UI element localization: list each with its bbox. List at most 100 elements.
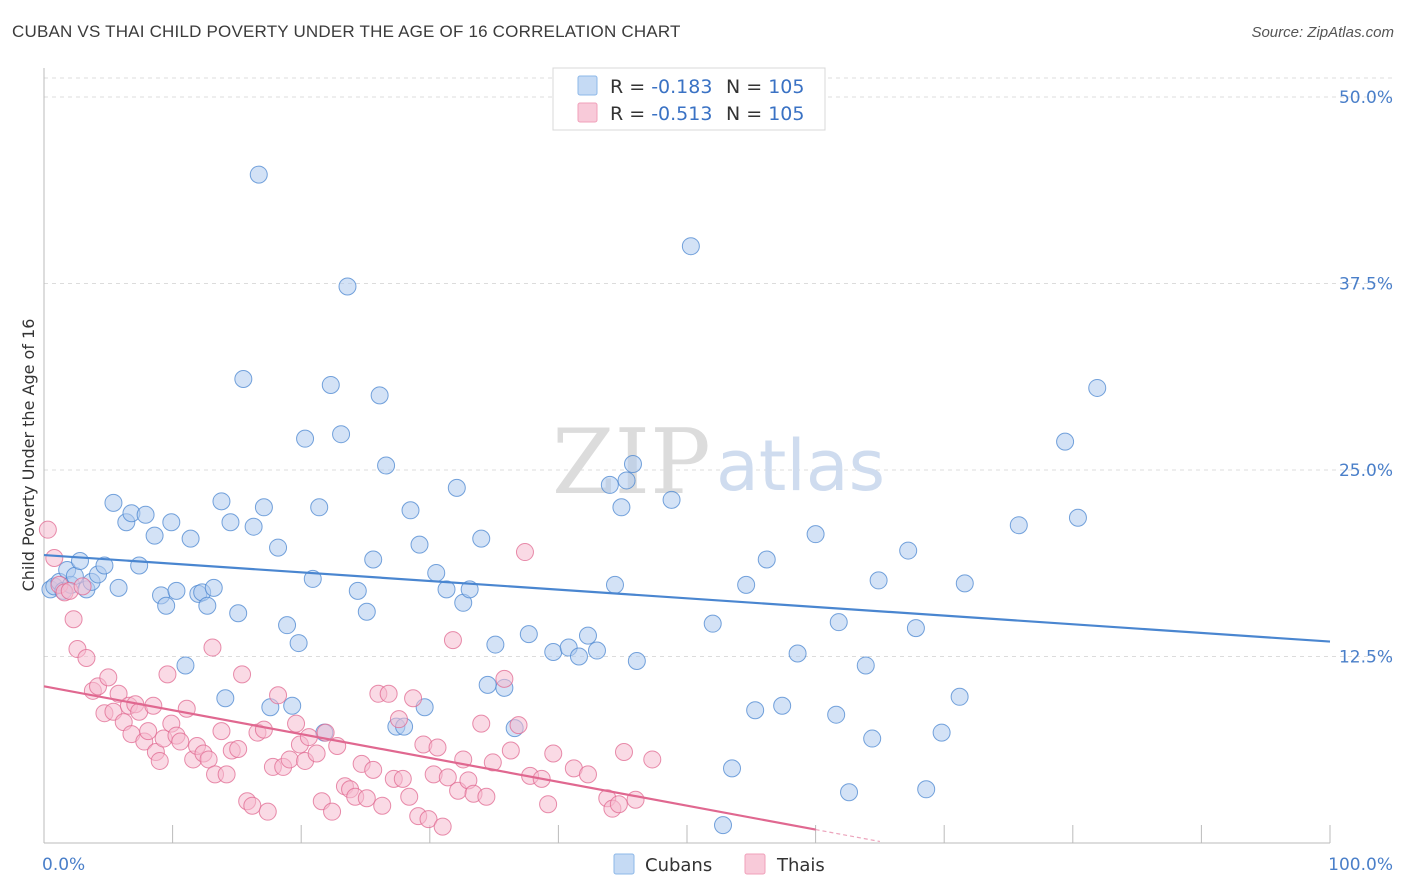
cubans-point-106 — [1068, 508, 1087, 527]
thais-point-98 — [578, 765, 597, 784]
cubans-point-104 — [1009, 516, 1028, 535]
cubans-point-17 — [136, 505, 155, 524]
legend-n-value: 105 — [768, 76, 804, 98]
cubans-point-90 — [788, 644, 807, 663]
thais-point-95 — [539, 795, 558, 814]
legend-n-label: N = — [726, 76, 768, 98]
thais-point-7 — [73, 577, 92, 596]
thais-point-45 — [254, 720, 273, 739]
cubans-point-57 — [410, 535, 429, 554]
cubans-point-49 — [348, 581, 367, 600]
thais-point-103 — [626, 790, 645, 809]
cubans-point-53 — [377, 456, 396, 475]
thais-point-12 — [99, 668, 118, 687]
cubans-point-69 — [519, 625, 538, 644]
cubans-point-33 — [234, 369, 253, 388]
y-axis-label: Child Poverty Under the Age of 16 — [19, 319, 38, 592]
legend-swatch-cubans — [613, 853, 635, 875]
thais-point-71 — [393, 769, 412, 788]
cubans-point-99 — [906, 619, 925, 638]
cubans-point-92 — [827, 705, 846, 724]
thais-point-48 — [269, 686, 288, 705]
cubans-point-82 — [681, 237, 700, 256]
thais-point-81 — [443, 631, 462, 650]
cubans-point-73 — [578, 626, 597, 645]
cubans-point-72 — [569, 647, 588, 666]
thais-point-64 — [357, 789, 376, 808]
thais-trend-extension — [815, 828, 881, 843]
cubans-point-81 — [662, 490, 681, 509]
cubans-point-89 — [773, 696, 792, 715]
cubans-point-23 — [176, 656, 195, 675]
cubans-point-42 — [296, 429, 315, 448]
cubans-point-83 — [703, 614, 722, 633]
x-tick-labels: 0.0% 100.0% — [42, 855, 1393, 875]
cubans-point-61 — [447, 478, 466, 497]
thais-point-90 — [501, 741, 520, 760]
y-tick-label-1: 25.0% — [1339, 461, 1393, 481]
legend-label-cubans: Cubans — [645, 855, 712, 876]
cubans-point-51 — [364, 550, 383, 569]
cubans-point-66 — [486, 635, 505, 654]
cubans-point-39 — [278, 616, 297, 635]
cubans-point-75 — [600, 475, 619, 494]
svg-text:R = -0.513: R = -0.513 — [610, 103, 712, 125]
cubans-point-88 — [757, 550, 776, 569]
svg-text:N = 105: N = 105 — [726, 103, 804, 125]
cubans-point-32 — [229, 604, 248, 623]
legend-n-value: 105 — [768, 103, 804, 125]
thais-point-50 — [280, 750, 299, 769]
thais-point-0 — [38, 520, 57, 539]
svg-text:N = 105: N = 105 — [726, 76, 804, 98]
y-tick-label-0: 12.5% — [1339, 648, 1393, 668]
legend-swatch-thais — [577, 102, 598, 123]
watermark: ZIP atlas — [552, 410, 885, 515]
legend-r-label: R = — [610, 76, 651, 98]
cubans-point-79 — [623, 455, 642, 474]
thais-point-8 — [77, 648, 96, 667]
cubans-point-96 — [863, 729, 882, 748]
cubans-point-35 — [249, 165, 268, 184]
cubans-point-13 — [109, 578, 128, 597]
y-tick-label-3: 50.0% — [1339, 88, 1393, 108]
thais-point-92 — [515, 543, 534, 562]
cubans-point-93 — [829, 613, 848, 632]
cubans-point-105 — [1056, 432, 1075, 451]
cubans-point-64 — [472, 529, 491, 548]
cubans-point-84 — [714, 816, 733, 835]
chart-source: Source: ZipAtlas.com — [1251, 24, 1394, 41]
thais-point-73 — [404, 689, 423, 708]
thais-points — [38, 520, 662, 836]
thais-point-51 — [287, 714, 306, 733]
cubans-point-29 — [212, 492, 231, 511]
cubans-point-48 — [338, 277, 357, 296]
cubans-point-11 — [95, 556, 114, 575]
cubans-point-77 — [612, 498, 631, 517]
cubans-point-80 — [627, 651, 646, 670]
thais-point-34 — [199, 750, 218, 769]
cubans-point-28 — [204, 578, 223, 597]
cubans-point-27 — [198, 596, 217, 615]
thais-point-91 — [509, 716, 528, 735]
cubans-point-20 — [157, 596, 176, 615]
cubans-point-34 — [244, 517, 263, 536]
cubans-point-98 — [899, 541, 918, 560]
cubans-trend-line — [43, 553, 1331, 643]
legend-bottom: Cubans Thais — [613, 853, 825, 876]
cubans-point-102 — [950, 687, 969, 706]
thais-point-67 — [373, 796, 392, 815]
y-tick-label-2: 37.5% — [1339, 275, 1393, 295]
thais-point-29 — [171, 732, 190, 751]
cubans-point-70 — [544, 643, 563, 662]
cubans-point-44 — [310, 498, 329, 517]
cubans-point-101 — [932, 723, 951, 742]
thais-point-72 — [400, 787, 419, 806]
cubans-point-86 — [737, 575, 756, 594]
thais-point-86 — [472, 714, 491, 733]
cubans-point-46 — [321, 375, 340, 394]
thais-point-14 — [109, 684, 128, 703]
cubans-point-21 — [162, 513, 181, 532]
thais-point-35 — [203, 638, 222, 657]
cubans-point-95 — [856, 656, 875, 675]
watermark-atlas: atlas — [716, 425, 885, 507]
